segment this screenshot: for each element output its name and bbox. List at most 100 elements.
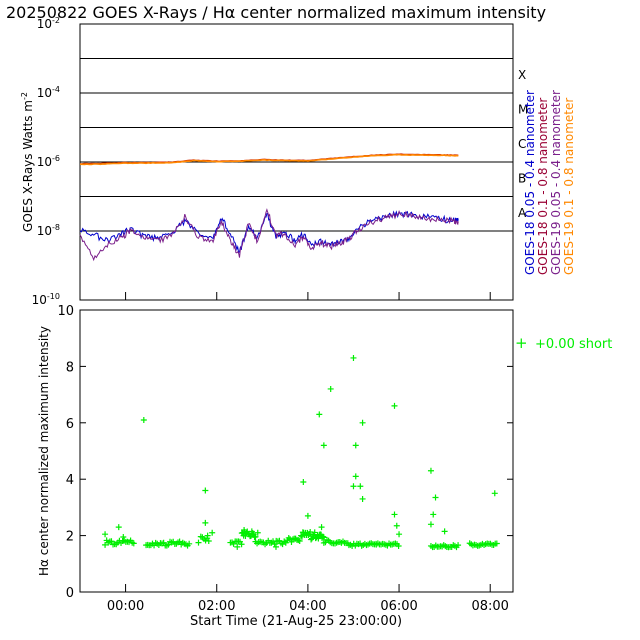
h-alpha-point (393, 522, 400, 529)
h-alpha-point (234, 543, 241, 550)
h-alpha-point (115, 524, 122, 531)
h-alpha-point (298, 532, 305, 539)
x-tick-label: 06:00 (380, 599, 417, 614)
flare-class-labels: A B C M X (518, 68, 528, 220)
x-axis-label: Start Time (21-Aug-25 23:00:00) (190, 614, 402, 629)
h-alpha-point (295, 537, 302, 544)
h-alpha-panel: 0 2 4 6 8 10 00:00 02:00 04:00 06:00 08:00 Hα cen… (37, 292, 612, 629)
goes-y-axis-label: GOES X-Rays Watts m-2 (20, 92, 35, 232)
h-alpha-point (320, 442, 327, 449)
flare-class-label-c: C (518, 137, 526, 151)
h-alpha-point (311, 529, 318, 536)
goes-xray-panel: 10-10 10-8 10-6 10-4 10-2 A B C M X GOES X-Rays … (20, 16, 576, 307)
h-alpha-y-axis-label: Hα center normalized maximum intensity (37, 326, 51, 576)
h-alpha-y-tick-label: 4 (66, 473, 74, 488)
h-alpha-y-tick-label: 0 (66, 586, 74, 601)
flare-class-label-x: X (518, 68, 526, 82)
x-tick-label: 00:00 (107, 599, 144, 614)
h-alpha-point (427, 521, 434, 528)
goes-y-tick-label: 10-8 (37, 223, 60, 238)
h-alpha-y-tick-label: 10 (57, 304, 74, 319)
h-alpha-point (238, 541, 245, 548)
h-alpha-point (205, 537, 212, 544)
h-alpha-legend-marker: + (515, 334, 528, 352)
flare-class-label-b: B (518, 172, 526, 186)
h-alpha-point (432, 494, 439, 501)
goes-legend-entry-0: GOES-18 0.05 - 0.4 nanometer (523, 90, 537, 275)
h-alpha-point (271, 541, 278, 548)
goes-legend-entry-1: GOES-18 0.1 - 0.8 nanometer (536, 98, 550, 275)
chart-title: 20250822 GOES X-Rays / Hα center normali… (6, 3, 546, 22)
h-alpha-y-tick-label: 2 (66, 530, 74, 545)
h-alpha-point (396, 531, 403, 538)
h-alpha-point (202, 519, 209, 526)
h-alpha-point (209, 529, 216, 536)
h-alpha-point (108, 538, 115, 545)
goes-y-tick-label: 10-2 (37, 16, 60, 31)
goes-y-tick-label: 10-4 (37, 85, 60, 100)
h-alpha-point (102, 531, 109, 538)
h-alpha-point (327, 385, 334, 392)
h-alpha-x-ticks: 00:00 02:00 04:00 06:00 08:00 (107, 292, 509, 614)
goes-series-group (79, 153, 459, 262)
h-alpha-point (491, 490, 498, 497)
h-alpha-point (391, 402, 398, 409)
h-alpha-legend: + +0.00 short (515, 334, 612, 352)
goes-legend: GOES-18 0.05 - 0.4 nanometer GOES-18 0.1 … (523, 90, 576, 275)
h-alpha-point (319, 533, 326, 540)
h-alpha-point (285, 534, 292, 541)
h-alpha-points (102, 354, 500, 551)
h-alpha-point (300, 479, 307, 486)
goes-y-tick-label: 10-10 (32, 292, 60, 307)
h-alpha-point (202, 487, 209, 494)
h-alpha-point (350, 354, 357, 361)
goes-y-tick-label: 10-6 (37, 154, 60, 169)
goes-legend-entry-2: GOES-19 0.05 - 0.4 nanometer (549, 90, 563, 275)
h-alpha-point (318, 524, 325, 531)
h-alpha-point (195, 539, 202, 546)
h-alpha-point (430, 511, 437, 518)
h-alpha-point (493, 540, 500, 547)
h-alpha-point (455, 542, 462, 549)
x-tick-label: 04:00 (289, 599, 326, 614)
h-alpha-point (441, 528, 448, 535)
h-alpha-point (305, 532, 312, 539)
flare-class-lines (80, 58, 513, 232)
flare-class-label-m: M (518, 103, 528, 117)
goes-y-ticks: 10-10 10-8 10-6 10-4 10-2 (32, 16, 60, 307)
goes-series-line-1 (79, 153, 459, 166)
h-alpha-point (102, 541, 109, 548)
x-tick-label: 08:00 (471, 599, 508, 614)
h-alpha-point (391, 511, 398, 518)
h-alpha-y-tick-label: 6 (66, 417, 74, 432)
goes-series-line-3 (79, 208, 459, 262)
h-alpha-point (359, 419, 366, 426)
h-alpha-point (316, 411, 323, 418)
h-alpha-point (359, 495, 366, 502)
flare-class-label-a: A (518, 206, 527, 220)
h-alpha-point (427, 467, 434, 474)
h-alpha-point (395, 543, 402, 550)
h-alpha-point (130, 540, 137, 547)
h-alpha-point (140, 416, 147, 423)
h-alpha-point (186, 540, 193, 547)
h-alpha-point (308, 536, 315, 543)
h-alpha-point (350, 483, 357, 490)
h-alpha-point (241, 526, 248, 533)
h-alpha-plot-frame (79, 309, 514, 593)
h-alpha-point (357, 483, 364, 490)
h-alpha-legend-label: +0.00 short (535, 337, 612, 352)
h-alpha-point (296, 537, 303, 544)
h-alpha-point (352, 442, 359, 449)
h-alpha-point (272, 543, 279, 550)
h-alpha-y-ticks: 0 2 4 6 8 10 (57, 304, 513, 601)
h-alpha-point (352, 473, 359, 480)
h-alpha-point (443, 543, 450, 550)
h-alpha-point (204, 532, 211, 539)
h-alpha-point (120, 534, 127, 541)
h-alpha-point (254, 529, 261, 536)
x-tick-label: 02:00 (198, 599, 235, 614)
h-alpha-y-tick-label: 8 (66, 360, 74, 375)
